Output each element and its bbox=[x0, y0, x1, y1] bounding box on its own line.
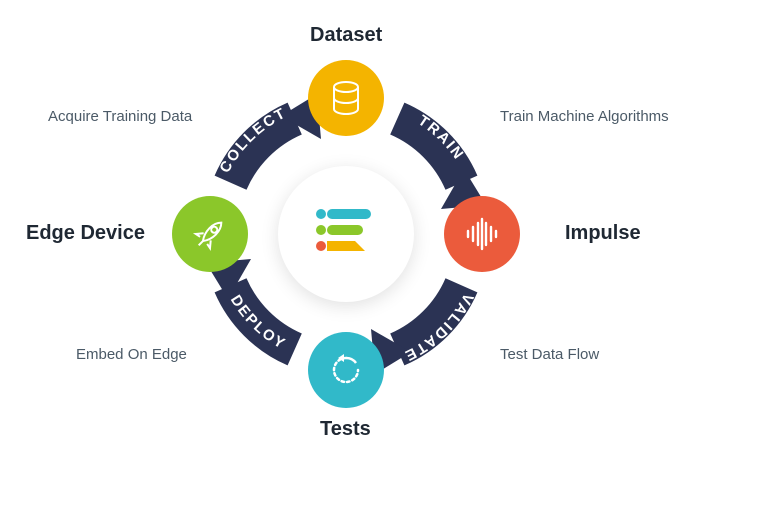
node-dataset-label: Dataset bbox=[310, 24, 382, 47]
arc-validate: VALIDATE bbox=[371, 278, 477, 374]
desc-validate: Test Data Flow bbox=[500, 346, 599, 363]
desc-collect: Acquire Training Data bbox=[48, 108, 192, 125]
desc-deploy: Embed On Edge bbox=[76, 346, 187, 363]
desc-train: Train Machine Algorithms bbox=[500, 108, 669, 125]
node-tests-label: Tests bbox=[320, 418, 371, 441]
center-logo bbox=[278, 166, 414, 302]
reload-icon bbox=[326, 350, 366, 390]
node-tests bbox=[308, 332, 384, 408]
arc-deploy: DEPLOY bbox=[206, 259, 302, 365]
rocket-icon bbox=[190, 214, 230, 254]
node-dataset bbox=[308, 60, 384, 136]
waveform-icon bbox=[462, 214, 502, 254]
arc-train: TRAIN bbox=[390, 103, 486, 209]
arc-collect: COLLECT bbox=[215, 94, 321, 190]
diagram-stage: TRAIN VALIDATE DEPLOY COLLECT bbox=[0, 0, 768, 507]
database-icon bbox=[326, 78, 366, 118]
node-edge-device bbox=[172, 196, 248, 272]
edge-impulse-logo-icon bbox=[311, 206, 381, 262]
node-impulse-label: Impulse bbox=[565, 222, 641, 245]
node-edge-device-label: Edge Device bbox=[26, 222, 145, 245]
node-impulse bbox=[444, 196, 520, 272]
